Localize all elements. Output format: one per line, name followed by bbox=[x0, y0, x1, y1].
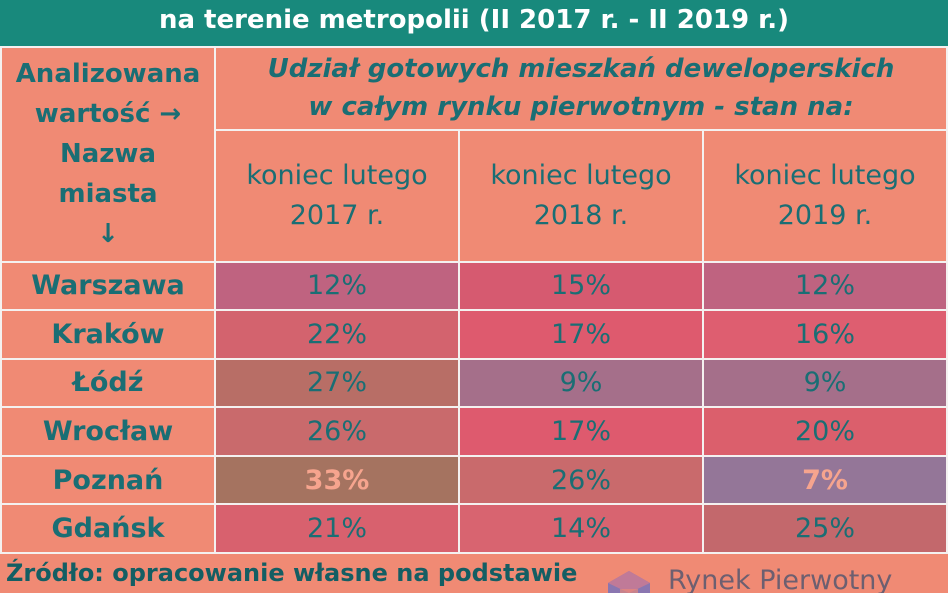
column-header-2018-line-1: koniec lutego bbox=[490, 159, 672, 191]
header-left-line-3: Nazwa bbox=[59, 139, 156, 170]
column-header-2019: koniec lutego 2019 r. bbox=[702, 128, 948, 263]
house-logo-icon bbox=[608, 571, 650, 593]
column-header-2017-line-2: 2017 r. bbox=[289, 199, 385, 231]
header-row-years: koniec lutego 2017 r. koniec lutego 2018… bbox=[1, 128, 948, 263]
table-row: Poznań 33% 26% 7% bbox=[0, 454, 948, 506]
value-cell: 33% bbox=[214, 454, 460, 506]
column-header-2019-line-2: 2019 r. bbox=[777, 199, 873, 231]
column-header-2018-line-2: 2018 r. bbox=[533, 199, 629, 231]
header-left-line-1: Analizowana bbox=[15, 59, 201, 90]
header-left-line-2: wartość → bbox=[34, 99, 182, 130]
value-cell: 12% bbox=[214, 260, 460, 312]
column-header-2017-line-1: koniec lutego bbox=[246, 159, 428, 191]
value-cell: 17% bbox=[458, 406, 704, 457]
value-cell: 14% bbox=[458, 503, 704, 554]
city-name: Warszawa bbox=[0, 260, 216, 312]
city-name: Łódź bbox=[0, 357, 216, 409]
city-name: Kraków bbox=[0, 309, 216, 360]
value-cell: 9% bbox=[458, 357, 704, 409]
value-cell: 15% bbox=[458, 260, 704, 312]
data-table: Analizowana wartość → Nazwa miasta ↓ Udz… bbox=[0, 46, 948, 554]
header-main-cell: Udział gotowych mieszkań deweloperskich … bbox=[214, 46, 948, 131]
value-cell: 27% bbox=[214, 357, 460, 409]
table-row: Gdańsk 21% 14% 25% bbox=[0, 503, 948, 554]
city-name: Gdańsk bbox=[0, 503, 216, 554]
table-row: Łódź 27% 9% 9% bbox=[0, 357, 948, 409]
table-row: Kraków 22% 17% 16% bbox=[0, 309, 948, 360]
source-note: Źródło: opracowanie własne na podstawie bbox=[6, 559, 578, 587]
footer: Źródło: opracowanie własne na podstawie … bbox=[0, 557, 948, 593]
value-cell: 26% bbox=[214, 406, 460, 457]
value-cell: 12% bbox=[702, 260, 948, 312]
value-cell: 7% bbox=[702, 454, 948, 506]
city-name: Wrocław bbox=[0, 406, 216, 457]
logo-text: Rynek Pierwotny bbox=[668, 565, 893, 593]
header-row-main: Analizowana wartość → Nazwa miasta ↓ Udz… bbox=[0, 46, 948, 263]
header-main-line-1: Udział gotowych mieszkań deweloperskich bbox=[267, 54, 895, 85]
header-row-label-cell: Analizowana wartość → Nazwa miasta ↓ bbox=[0, 46, 216, 263]
value-cell: 21% bbox=[214, 503, 460, 554]
table-row: Wrocław 26% 17% 20% bbox=[0, 406, 948, 457]
header-left-line-4: miasta bbox=[58, 179, 158, 210]
chart-title: na terenie metropolii (II 2017 r. - II 2… bbox=[0, 0, 948, 46]
column-header-2019-line-1: koniec lutego bbox=[734, 159, 916, 191]
value-cell: 26% bbox=[458, 454, 704, 506]
value-cell: 22% bbox=[214, 309, 460, 360]
table-row: Warszawa 12% 15% 12% bbox=[0, 260, 948, 312]
value-cell: 25% bbox=[702, 503, 948, 554]
column-header-2017: koniec lutego 2017 r. bbox=[214, 128, 460, 263]
value-cell: 9% bbox=[702, 357, 948, 409]
value-cell: 20% bbox=[702, 406, 948, 457]
value-cell: 16% bbox=[702, 309, 948, 360]
column-header-2018: koniec lutego 2018 r. bbox=[458, 128, 704, 263]
value-cell: 17% bbox=[458, 309, 704, 360]
header-left-line-5: ↓ bbox=[97, 219, 119, 250]
header-main-line-2: w całym rynku pierwotnym - stan na: bbox=[308, 92, 854, 123]
city-name: Poznań bbox=[0, 454, 216, 506]
